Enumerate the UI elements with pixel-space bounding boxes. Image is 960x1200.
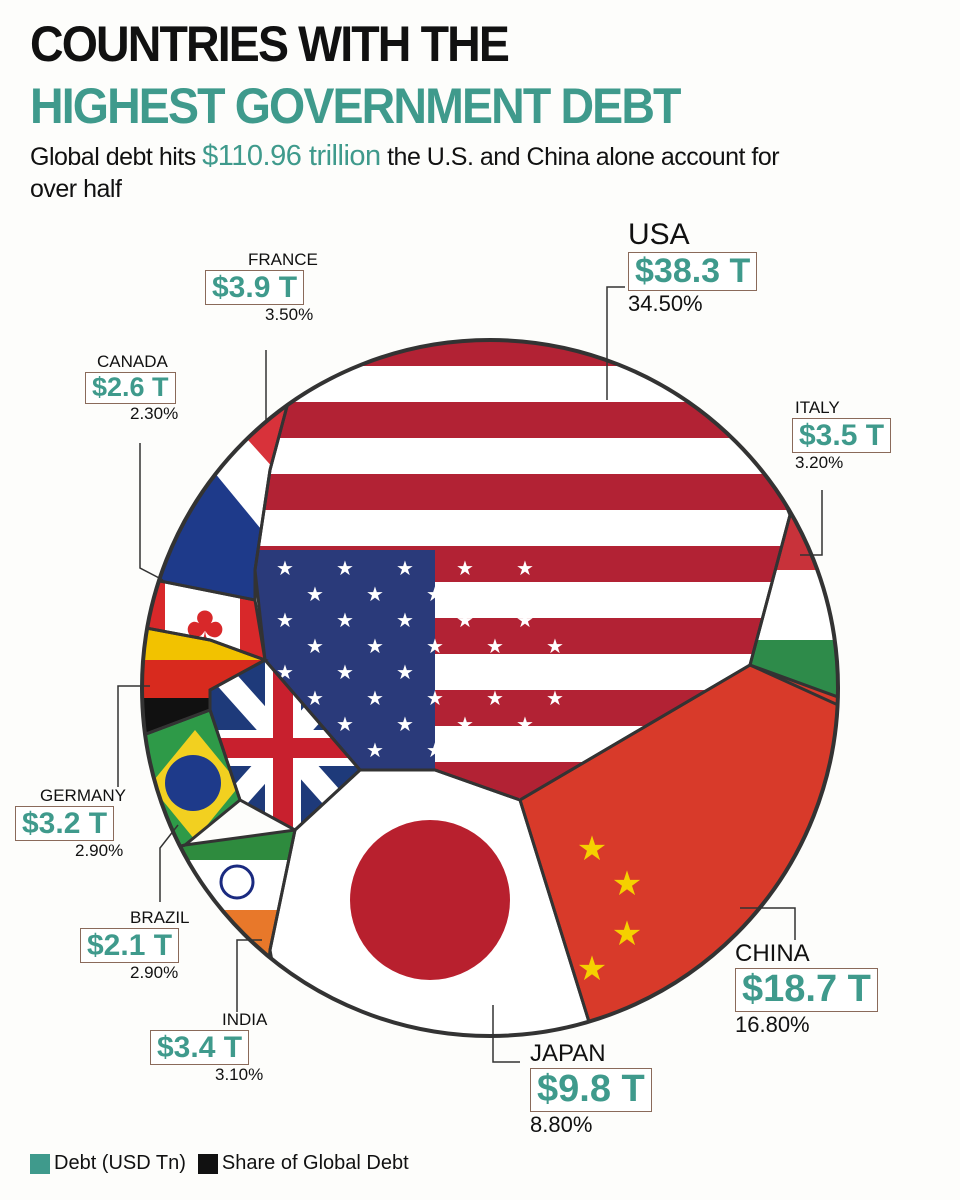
star-icon: ★ bbox=[366, 636, 384, 658]
star-icon: ★ bbox=[456, 610, 474, 632]
star-icon: ★ bbox=[426, 688, 444, 710]
star-icon: ★ bbox=[516, 662, 534, 684]
country-name: USA bbox=[628, 218, 690, 251]
japan-sun bbox=[350, 820, 510, 980]
share-value: 3.50% bbox=[265, 305, 314, 324]
leader-line-japan bbox=[492, 1005, 520, 1063]
share-value: 2.30% bbox=[130, 403, 179, 423]
star-icon: ★ bbox=[396, 558, 414, 580]
subtitle-text: Global debt hits bbox=[30, 143, 203, 171]
debt-value: $3.5 T bbox=[792, 418, 892, 453]
label-china: CHINA $18.7 T 16.80% bbox=[735, 940, 878, 1038]
star-icon: ★ bbox=[426, 584, 444, 606]
star-icon: ★ bbox=[456, 662, 474, 684]
chakra-icon bbox=[219, 864, 255, 900]
star-icon: ★ bbox=[546, 584, 564, 606]
label-brazil: BRAZIL $2.1 T 2.90% bbox=[80, 908, 190, 983]
share-value: 8.80% bbox=[530, 1111, 593, 1137]
star-icon: ★ bbox=[336, 714, 354, 736]
debt-value: $3.9 T bbox=[205, 270, 305, 305]
star-icon: ★ bbox=[486, 584, 504, 606]
legend-swatch-debt bbox=[30, 1153, 50, 1174]
star-icon: ★ bbox=[577, 950, 607, 988]
label-italy: ITALY $3.5 T 3.20% bbox=[792, 398, 892, 473]
star-icon: ★ bbox=[486, 636, 504, 658]
title-line-2: HIGHEST GOVERNMENT DEBT bbox=[30, 78, 681, 134]
country-name: CHINA bbox=[735, 940, 810, 967]
subtitle-highlight: $110.96 trillion bbox=[202, 140, 381, 172]
star-icon: ★ bbox=[306, 584, 324, 606]
subtitle-text: the U.S. and China alone account for ove… bbox=[30, 143, 780, 203]
star-icon: ★ bbox=[366, 584, 384, 606]
leader-line-canada bbox=[139, 443, 164, 581]
share-value: 3.10% bbox=[215, 1065, 264, 1084]
share-value: 3.20% bbox=[795, 453, 844, 472]
star-icon: ★ bbox=[486, 688, 504, 710]
country-name: JAPAN bbox=[530, 1040, 606, 1067]
star-icon: ★ bbox=[426, 636, 444, 658]
star-icon: ★ bbox=[546, 688, 564, 710]
star-icon: ★ bbox=[612, 915, 642, 953]
share-value: 2.90% bbox=[75, 841, 124, 860]
label-canada: CANADA $2.6 T 2.30% bbox=[85, 352, 178, 424]
leader-line-germany bbox=[117, 685, 150, 787]
star-icon: ★ bbox=[366, 688, 384, 710]
label-usa: USA $38.3 T 34.50% bbox=[628, 218, 758, 317]
star-icon: ★ bbox=[516, 714, 534, 736]
title-line-1: COUNTRIES WITH THE bbox=[30, 16, 510, 72]
leader-line-china bbox=[740, 907, 796, 940]
debt-value: $3.2 T bbox=[15, 806, 115, 841]
star-icon: ★ bbox=[612, 865, 642, 903]
subtitle: Global debt hits $110.96 trillion the U.… bbox=[30, 140, 790, 205]
star-icon: ★ bbox=[306, 636, 324, 658]
legend-label: Debt (USD Tn) bbox=[54, 1152, 186, 1174]
star-icon: ★ bbox=[396, 714, 414, 736]
star-icon: ★ bbox=[516, 610, 534, 632]
star-icon: ★ bbox=[336, 558, 354, 580]
debt-value: $2.1 T bbox=[80, 928, 180, 963]
legend: Debt (USD Tn) Share of Global Debt bbox=[30, 1152, 409, 1175]
country-name: INDIA bbox=[222, 1010, 268, 1029]
debt-value: $18.7 T bbox=[735, 968, 878, 1012]
debt-value: $3.4 T bbox=[150, 1030, 250, 1065]
star-icon: ★ bbox=[546, 636, 564, 658]
star-icon: ★ bbox=[396, 662, 414, 684]
country-name: GERMANY bbox=[40, 786, 126, 805]
share-value: 2.90% bbox=[130, 963, 179, 982]
star-icon: ★ bbox=[366, 740, 384, 762]
debt-value: $9.8 T bbox=[530, 1068, 652, 1112]
share-value: 34.50% bbox=[628, 291, 703, 317]
leader-line-usa bbox=[606, 286, 625, 400]
country-name: BRAZIL bbox=[130, 908, 190, 927]
leader-line-italy bbox=[800, 490, 823, 556]
star-icon: ★ bbox=[276, 610, 294, 632]
circle-outline bbox=[140, 338, 840, 1038]
star-icon: ★ bbox=[546, 740, 564, 762]
star-icon: ★ bbox=[276, 558, 294, 580]
label-germany: GERMANY $3.2 T 2.90% bbox=[15, 786, 126, 861]
star-icon: ★ bbox=[336, 610, 354, 632]
label-japan: JAPAN $9.8 T 8.80% bbox=[530, 1040, 652, 1138]
star-icon: ★ bbox=[456, 714, 474, 736]
label-france: FRANCE $3.9 T 3.50% bbox=[205, 250, 318, 325]
country-name: CANADA bbox=[97, 352, 168, 371]
debt-value: $38.3 T bbox=[628, 252, 758, 292]
star-icon: ★ bbox=[396, 610, 414, 632]
share-value: 16.80% bbox=[735, 1011, 810, 1037]
leader-line-brazil bbox=[159, 824, 179, 902]
star-icon: ★ bbox=[456, 558, 474, 580]
debt-value: $2.6 T bbox=[85, 372, 176, 404]
legend-swatch-share bbox=[197, 1153, 218, 1174]
star-icon: ★ bbox=[426, 740, 444, 762]
leader-line-india bbox=[236, 939, 262, 1012]
star-icon: ★ bbox=[577, 830, 607, 868]
star-icon: ★ bbox=[336, 662, 354, 684]
country-name: FRANCE bbox=[248, 250, 318, 269]
label-india: INDIA $3.4 T 3.10% bbox=[150, 1010, 267, 1085]
star-icon: ★ bbox=[306, 688, 324, 710]
legend-label: Share of Global Debt bbox=[221, 1152, 409, 1174]
star-icon: ★ bbox=[516, 558, 534, 580]
star-icon: ★ bbox=[486, 740, 504, 762]
country-name: ITALY bbox=[795, 398, 840, 417]
